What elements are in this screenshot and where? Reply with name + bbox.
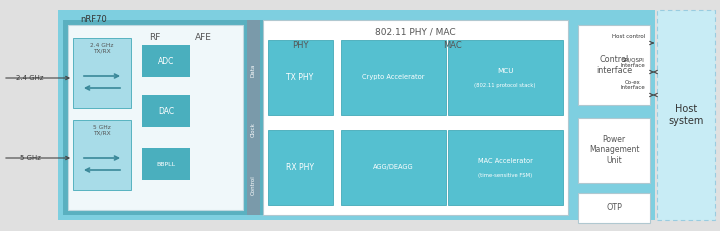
Bar xyxy=(448,130,563,205)
Text: BBPLL: BBPLL xyxy=(156,161,176,167)
Text: RF: RF xyxy=(149,33,161,42)
Bar xyxy=(142,95,190,127)
Text: AFE: AFE xyxy=(194,33,212,42)
Text: 5 GHz: 5 GHz xyxy=(19,155,40,161)
Bar xyxy=(657,10,715,220)
Bar xyxy=(58,10,655,220)
Bar xyxy=(268,40,333,115)
Bar xyxy=(341,130,446,205)
Text: 5 GHz
TX/RX: 5 GHz TX/RX xyxy=(93,125,111,135)
Text: TX PHY: TX PHY xyxy=(287,73,314,82)
Text: Host control: Host control xyxy=(612,34,645,40)
Text: (802.11 protocol stack): (802.11 protocol stack) xyxy=(474,82,536,88)
Text: MCU: MCU xyxy=(497,68,513,74)
Text: Clock: Clock xyxy=(251,123,256,137)
Text: RX PHY: RX PHY xyxy=(286,162,314,171)
Text: Data: Data xyxy=(251,63,256,77)
Text: DAC: DAC xyxy=(158,106,174,116)
Text: Control: Control xyxy=(251,175,256,195)
Text: 2.4 GHz
TX/RX: 2.4 GHz TX/RX xyxy=(90,43,114,53)
Text: Co-ex
Interface: Co-ex Interface xyxy=(620,80,645,90)
Text: PHY: PHY xyxy=(292,40,308,49)
Bar xyxy=(68,25,243,210)
Bar xyxy=(448,40,563,115)
Text: MAC Accelerator: MAC Accelerator xyxy=(477,158,532,164)
Text: Host
system: Host system xyxy=(668,104,703,126)
Bar xyxy=(63,20,308,215)
Bar xyxy=(578,193,650,223)
Bar xyxy=(73,120,131,190)
Text: ADC: ADC xyxy=(158,57,174,66)
Text: Control
interface: Control interface xyxy=(596,55,632,75)
Bar xyxy=(73,38,131,108)
Text: Crypto Accelerator: Crypto Accelerator xyxy=(361,74,424,80)
Bar xyxy=(142,148,190,180)
Text: AGG/DEAGG: AGG/DEAGG xyxy=(373,164,413,170)
Bar xyxy=(247,20,260,215)
Text: 2.4 GHz: 2.4 GHz xyxy=(17,75,44,81)
Bar xyxy=(578,25,650,105)
Text: SPI/QSPI
Interface: SPI/QSPI Interface xyxy=(620,58,645,68)
Bar xyxy=(578,118,650,183)
Bar xyxy=(341,40,446,115)
Bar xyxy=(263,20,568,215)
Bar xyxy=(142,45,190,77)
Text: (time-sensitive FSM): (time-sensitive FSM) xyxy=(478,173,532,177)
Text: Power
Management
Unit: Power Management Unit xyxy=(589,135,639,165)
Text: nRF70: nRF70 xyxy=(80,15,107,24)
Text: MAC: MAC xyxy=(443,40,462,49)
Text: OTP: OTP xyxy=(606,204,622,213)
Text: 802.11 PHY / MAC: 802.11 PHY / MAC xyxy=(374,27,455,36)
Bar xyxy=(268,130,333,205)
